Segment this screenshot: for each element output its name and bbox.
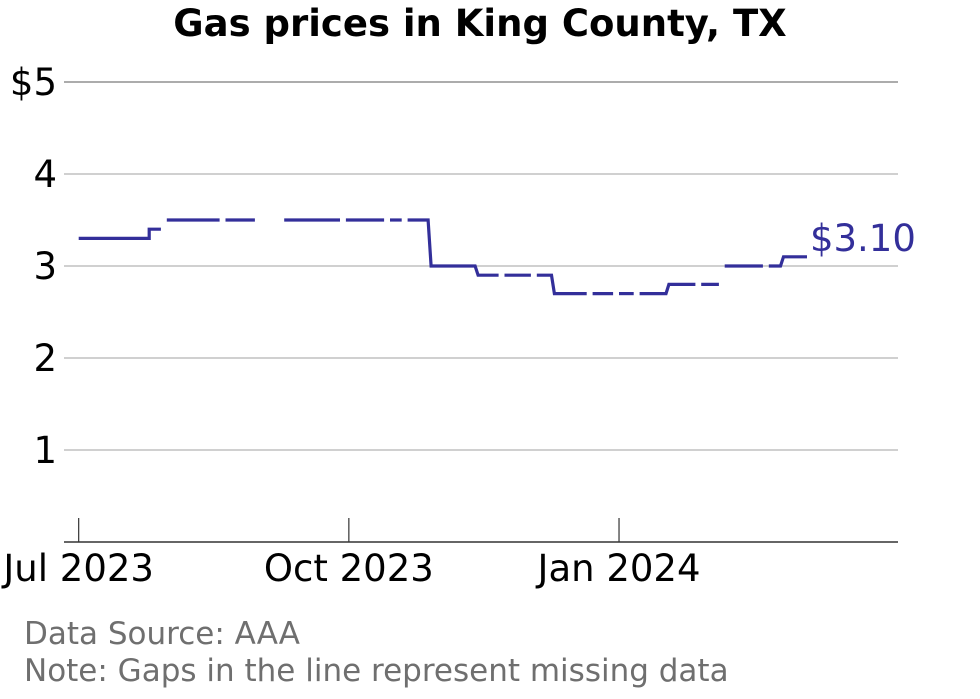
- price-series: [78, 218, 807, 296]
- y-tick-label: 2: [33, 337, 57, 380]
- x-tick-label: Jan 2024: [536, 547, 701, 590]
- x-axis-ticks: Jul 2023 Oct 2023 Jan 2024: [1, 518, 701, 590]
- y-axis-tick-labels: $5 4 3 2 1: [10, 61, 57, 472]
- x-tick-label: Oct 2023: [264, 547, 434, 590]
- series-line-segment: [407, 218, 499, 277]
- series-line-segment: [78, 227, 161, 240]
- y-tick-label: 4: [33, 153, 57, 196]
- y-tick-label: 1: [33, 429, 57, 472]
- y-tick-label: $5: [10, 61, 57, 104]
- series-line-segment: [639, 282, 696, 296]
- y-tick-label: 3: [33, 245, 57, 288]
- missing-data-note: Note: Gaps in the line represent missing…: [24, 653, 729, 689]
- chart-title: Gas prices in King County, TX: [173, 2, 787, 45]
- data-source-note: Data Source: AAA: [24, 616, 300, 652]
- series-line-segment: [768, 255, 807, 268]
- series-line-segment: [536, 273, 587, 296]
- x-tick-label: Jul 2023: [1, 547, 154, 590]
- end-value-label: $3.10: [810, 217, 916, 260]
